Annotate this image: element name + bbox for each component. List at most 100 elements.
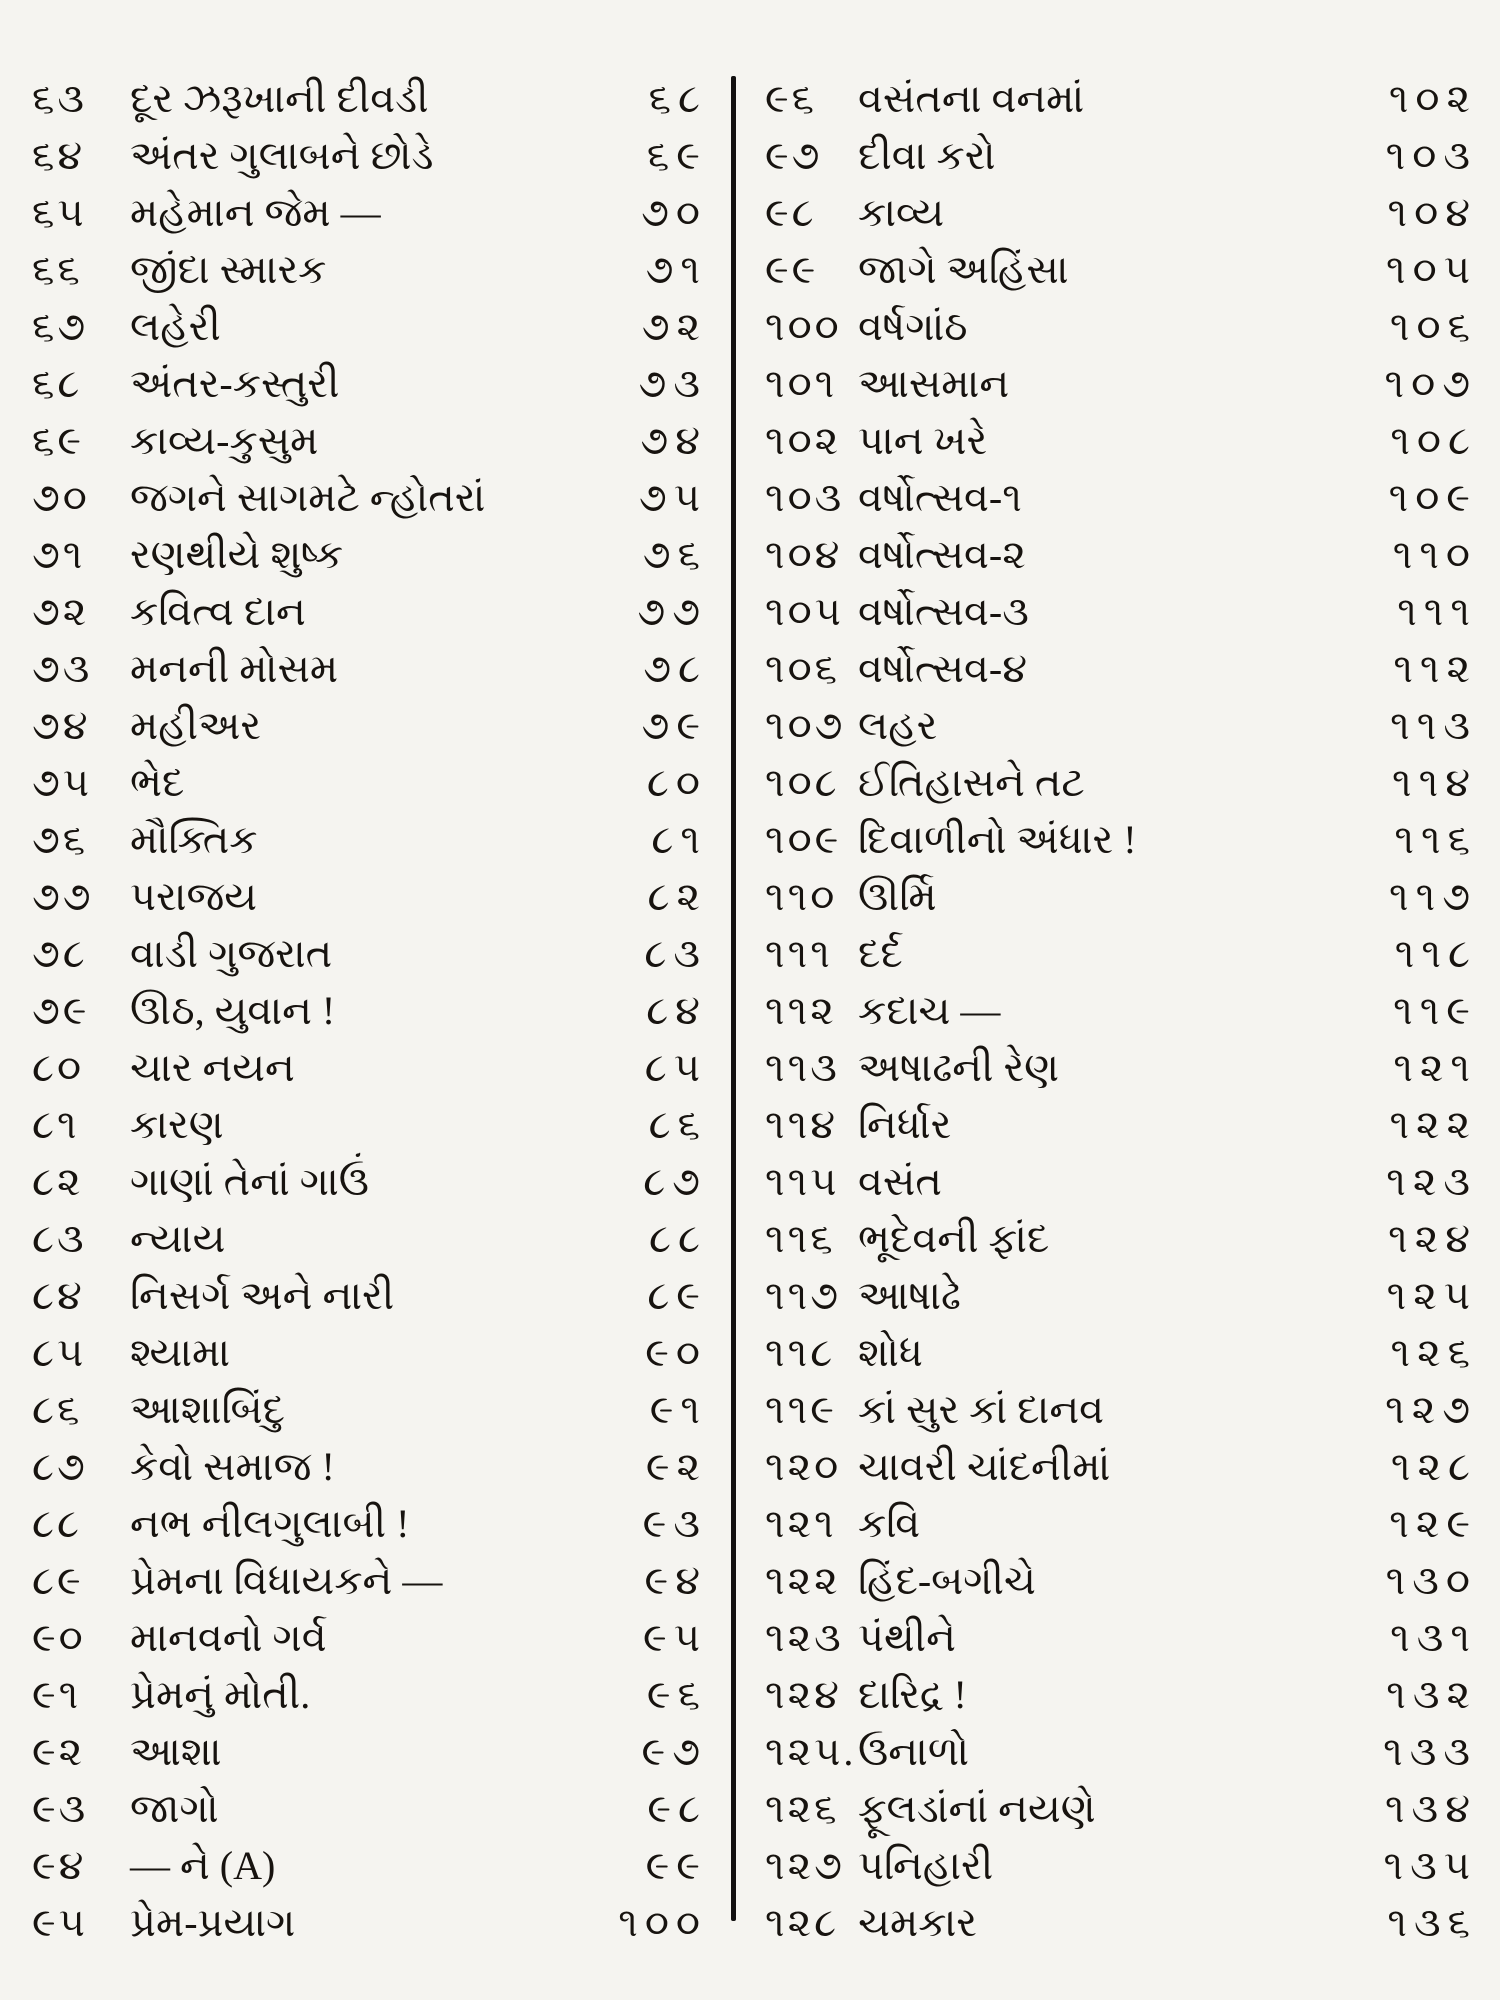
entry-page-number: ૧૨૫ (1386, 1273, 1477, 1318)
entry-number: ૧૦૬ (765, 646, 841, 691)
entry-page-number: ૭૪ (640, 418, 707, 463)
toc-row: ૧૨૭ પનિહારી ૧૩૫ (765, 1837, 1470, 1894)
toc-row: ૬૪ અંતર ગુલાબને છોડે ૬૯ (32, 127, 700, 184)
entry-number: ૯૫ (32, 1900, 88, 1945)
entry-page-number: ૭૨ (641, 304, 707, 349)
entry-number: ૮૧ (32, 1102, 80, 1147)
entry-number: ૯૭ (765, 133, 823, 178)
entry-number: ૭૧ (32, 532, 86, 577)
entry-title: પરાજય (130, 874, 258, 919)
entry-page-number: ૧૦૩ (1385, 133, 1477, 178)
entry-page-number: ૧૦૨ (1388, 76, 1477, 121)
entry-page-number: ૬૯ (646, 133, 707, 178)
entry-number: ૧૨૪ (765, 1672, 842, 1717)
toc-row: ૯૨ આશા ૯૭ (32, 1723, 700, 1780)
entry-title: અંતર ગુલાબને છોડે (130, 133, 434, 178)
toc-row: ૮૪ નિસર્ગ અને નારી ૮૯ (32, 1267, 700, 1324)
entry-page-number: ૧૧૮ (1394, 931, 1477, 976)
entry-page-number: ૧૧૧ (1397, 589, 1477, 634)
entry-number: ૧૦૭ (765, 703, 846, 748)
entry-page-number: ૮૨ (647, 874, 707, 919)
toc-row: ૧૦૫ વર્ષોત્સવ-૩ ૧૧૧ (765, 583, 1470, 640)
toc-row: ૧૨૬ ફૂલડાંનાં નયણે ૧૩૪ (765, 1780, 1470, 1837)
entry-number: ૧૨૩ (765, 1615, 844, 1660)
entry-title: આશા (130, 1729, 222, 1774)
entry-page-number: ૧૨૬ (1390, 1330, 1477, 1375)
entry-title: આષાઢે (858, 1273, 961, 1318)
toc-row: ૧૦૯ દિવાળીનો અંધાર ! ૧૧૬ (765, 811, 1470, 868)
entry-number: ૧૧૫ (765, 1159, 840, 1204)
entry-page-number: ૮૪ (646, 988, 707, 1033)
entry-title: નભ નીલગુલાબી ! (130, 1501, 410, 1546)
entry-number: ૮૨ (32, 1159, 84, 1204)
entry-page-number: ૭૯ (641, 703, 707, 748)
entry-number: ૧૦૫ (765, 589, 844, 634)
entry-number: ૧૦૨ (765, 418, 842, 463)
entry-page-number: ૧૦૯ (1388, 475, 1477, 520)
entry-title: પ્રેમ-પ્રયાગ (130, 1900, 296, 1945)
entry-title: આસમાન (858, 361, 1010, 406)
entry-title: દીવા કરો (858, 133, 996, 178)
toc-row: ૮૯ પ્રેમના વિધાયકને — ૯૪ (32, 1552, 700, 1609)
entry-title: ચાવરી ચાંદનીમાં (858, 1444, 1111, 1489)
entry-number: ૧૨૧ (765, 1501, 837, 1546)
entry-page-number: ૧૧૪ (1392, 760, 1477, 805)
entry-title: ભેદ (130, 760, 185, 805)
entry-title: વર્ષોત્સવ-૪ (858, 646, 1028, 691)
entry-number: ૧૦૮ (765, 760, 840, 805)
toc-row: ૭૮ વાડી ગુજરાત ૮૩ (32, 925, 700, 982)
entry-number: ૮૯ (32, 1558, 84, 1603)
entry-page-number: ૭૬ (642, 532, 707, 577)
toc-row: ૧૦૮ ઈતિહાસને તટ ૧૧૪ (765, 754, 1470, 811)
entry-title: રણથીયે શુષ્ક (130, 532, 344, 577)
entry-page-number: ૧૦૦ (618, 1900, 707, 1945)
entry-number: ૧૧૦ (765, 874, 838, 919)
entry-number: ૭૨ (32, 589, 90, 634)
toc-row: ૭૭ પરાજય ૮૨ (32, 868, 700, 925)
toc-row: ૧૧૫ વસંત ૧૨૩ (765, 1153, 1470, 1210)
toc-row: ૧૨૮ ચમકાર ૧૩૬ (765, 1894, 1470, 1951)
toc-row: ૬૬ જીંદા સ્મારક ૭૧ (32, 241, 700, 298)
toc-row: ૭૫ ભેદ ૮૦ (32, 754, 700, 811)
entry-number: ૯૪ (32, 1843, 87, 1888)
toc-row: ૧૧૪ નિર્ધાર ૧૨૨ (765, 1096, 1470, 1153)
entry-number: ૭૦ (32, 475, 90, 520)
entry-number: ૬૩ (32, 76, 88, 121)
entry-page-number: ૧૩૫ (1383, 1843, 1477, 1888)
entry-title: નિસર્ગ અને નારી (130, 1273, 395, 1318)
toc-row: ૮૬ આશાબિંદુ ૯૧ (32, 1381, 700, 1438)
entry-title: કાં સુર કાં દાનવ (858, 1387, 1105, 1432)
entry-page-number: ૧૩૪ (1384, 1786, 1477, 1831)
entry-number: ૮૮ (32, 1501, 82, 1546)
entry-page-number: ૧૨૨ (1389, 1102, 1477, 1147)
entry-page-number: ૧૧૬ (1394, 817, 1477, 862)
entry-number: ૧૦૦ (765, 304, 842, 349)
entry-page-number: ૧૩૩ (1383, 1729, 1477, 1774)
entry-title: ચમકાર (858, 1900, 977, 1945)
entry-title: ઈતિહાસને તટ (858, 760, 1085, 805)
toc-row: ૧૧૯ કાં સુર કાં દાનવ ૧૨૭ (765, 1381, 1470, 1438)
toc-row: ૧૦૩ વર્ષોત્સવ-૧ ૧૦૯ (765, 469, 1470, 526)
toc-row: ૬૮ અંતર-કસ્તુરી ૭૩ (32, 355, 700, 412)
entry-title: મહેમાન જેમ — (130, 190, 381, 235)
entry-title: લહર (858, 703, 938, 748)
entry-number: ૯૬ (765, 76, 818, 121)
toc-row: ૭૧ રણથીયે શુષ્ક ૭૬ (32, 526, 700, 583)
entry-number: ૭૮ (32, 931, 88, 976)
entry-title: — ને (A) (130, 1843, 276, 1888)
toc-row: ૬૫ મહેમાન જેમ — ૭૦ (32, 184, 700, 241)
entry-number: ૭૩ (32, 646, 93, 691)
entry-page-number: ૧૧૦ (1392, 532, 1477, 577)
entry-page-number: ૭૦ (641, 190, 707, 235)
entry-title: શોધ (858, 1330, 923, 1375)
entry-page-number: ૭૮ (643, 646, 707, 691)
entry-title: દિવાળીનો અંધાર ! (858, 817, 1137, 862)
toc-row: ૮૮ નભ નીલગુલાબી ! ૯૩ (32, 1495, 700, 1552)
entry-page-number: ૧૧૭ (1389, 874, 1477, 919)
entry-page-number: ૧૩૬ (1387, 1900, 1477, 1945)
entry-number: ૧૧૪ (765, 1102, 838, 1147)
entry-title: માનવનો ગર્વ (130, 1615, 327, 1660)
entry-number: ૭૭ (32, 874, 94, 919)
entry-title: નિર્ધાર (858, 1102, 952, 1147)
entry-title: આશાબિંદુ (130, 1387, 286, 1432)
